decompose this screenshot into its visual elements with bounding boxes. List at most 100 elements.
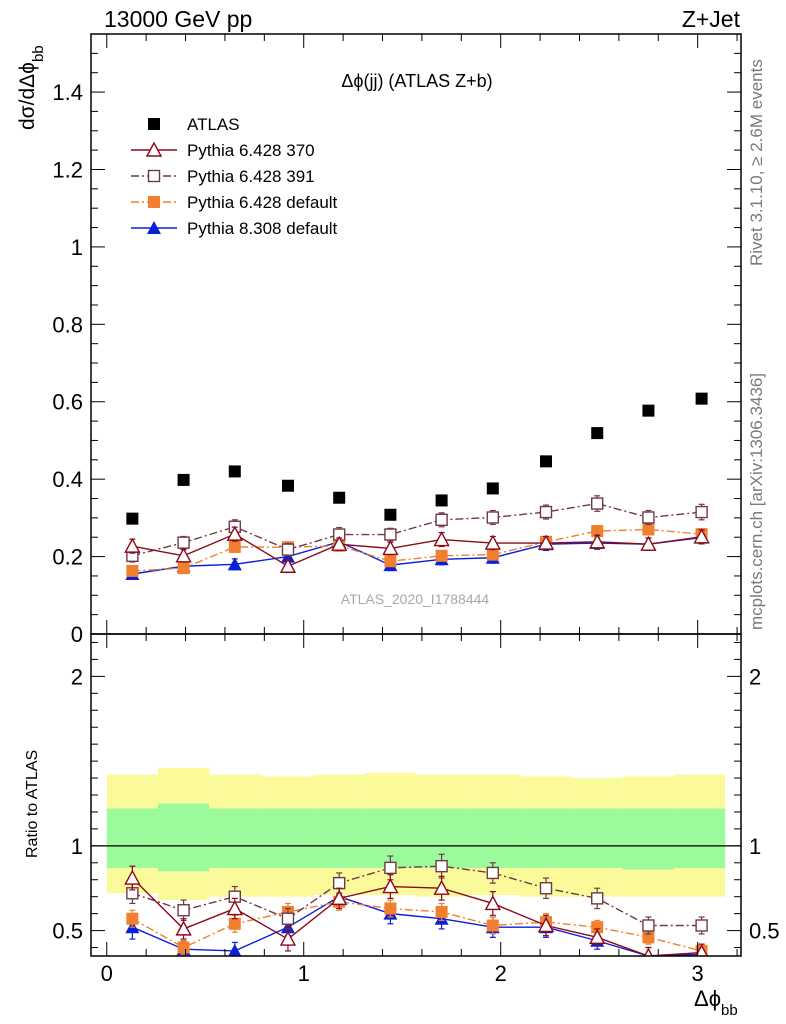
data-point — [228, 917, 241, 930]
data-point — [642, 404, 655, 417]
legend-label: Pythia 6.428 370 — [187, 141, 315, 160]
data-point — [331, 889, 348, 906]
y-tick-label: 0.4 — [52, 467, 83, 492]
series-line-0 — [131, 877, 702, 956]
legend-item-2: Pythia 6.428 391 — [131, 167, 315, 186]
data-point — [124, 869, 141, 885]
main-panel: 0 0.2 0.4 0.6 0.8 1 1.2 1.4 Δϕ(jj) (ATLAS Z+b) AT… — [16, 33, 742, 647]
data-point — [589, 928, 606, 945]
data-point — [228, 540, 241, 553]
y-tick-label: 0.6 — [52, 390, 83, 415]
data-point — [281, 912, 295, 925]
header-left: 13000 GeV pp — [104, 6, 253, 32]
data-point — [537, 917, 555, 933]
data-point — [279, 557, 297, 573]
data-point — [435, 859, 448, 873]
data-point — [642, 523, 655, 536]
y-axis-label-main: dσ/dΔϕ — [16, 62, 39, 130]
data-point — [486, 548, 499, 561]
data-point — [279, 930, 297, 946]
x-tick-label: 3 — [692, 961, 704, 986]
data-point — [126, 512, 139, 525]
uncertainty-band-inner — [571, 808, 623, 868]
y-tick-label: 0.2 — [52, 545, 83, 570]
uncertainty-band-inner — [622, 808, 675, 870]
data-point — [486, 482, 499, 495]
legend-label: Pythia 6.428 default — [187, 193, 338, 212]
legend-label: Pythia 8.308 default — [187, 219, 338, 238]
data-point — [126, 912, 139, 925]
series-2 — [126, 495, 708, 563]
ratio-content — [91, 767, 741, 956]
chart-title: Δϕ(jj) (ATLAS Z+b) — [341, 71, 492, 91]
y-tick-label-right: 1 — [749, 834, 761, 859]
ratio-y-axis-label: Ratio to ATLAS — [24, 750, 41, 858]
data-point — [332, 876, 346, 890]
legend-marker — [148, 196, 160, 208]
data-point — [695, 392, 708, 405]
data-point — [226, 525, 243, 541]
legend-label: ATLAS — [187, 115, 240, 134]
data-point — [175, 920, 192, 936]
x-tick-label: 1 — [298, 961, 310, 986]
series-line-2 — [132, 502, 702, 557]
series-3 — [125, 885, 707, 956]
data-point — [228, 465, 241, 478]
y-tick-label: 0.5 — [52, 919, 83, 944]
ratio-panel: 0.5 0.5 1 1 2 2 0 1 2 3 Ratio to ATLAS Δϕbb — [24, 633, 780, 1019]
data-point — [642, 511, 655, 524]
data-point — [281, 479, 294, 492]
uncertainty-band-inner — [467, 808, 521, 868]
series-line-3 — [132, 895, 702, 956]
data-point — [537, 534, 555, 550]
x-axis-label: Δϕbb — [694, 986, 738, 1019]
uncertainty-band-inner — [674, 808, 726, 868]
uncertainty-band-inner — [520, 808, 572, 868]
data-point — [331, 535, 348, 551]
data-point — [484, 534, 501, 550]
legend-marker — [148, 118, 160, 130]
data-point — [591, 892, 604, 905]
data-point — [384, 528, 397, 541]
legend-item-3: Pythia 6.428 default — [131, 193, 338, 212]
uncertainty-band-inner — [157, 803, 210, 872]
legend-item-0: ATLAS — [148, 115, 240, 134]
series-0 — [126, 392, 708, 525]
data-point — [435, 513, 448, 527]
data-point — [281, 543, 295, 556]
y-axis-label-sub: bb — [30, 45, 47, 62]
watermark: ATLAS_2020_I1788444 — [341, 591, 490, 607]
uncertainty-band-inner — [106, 808, 158, 868]
uncertainty-band-inner — [262, 808, 314, 868]
uncertainty-band-inner — [209, 808, 263, 868]
data-point — [540, 455, 552, 468]
y-tick-label-right: 2 — [749, 664, 761, 689]
series-line-4 — [132, 536, 702, 575]
data-point — [177, 904, 190, 917]
data-point — [124, 537, 141, 553]
series-3 — [126, 523, 708, 577]
data-point — [486, 511, 500, 524]
data-point — [591, 921, 604, 934]
y-tick-label-right: 0.5 — [749, 919, 780, 944]
x-tick-label: 2 — [495, 961, 507, 986]
data-point — [333, 491, 346, 504]
data-point — [539, 882, 553, 895]
legend-item-4: Pythia 8.308 default — [131, 219, 338, 238]
data-point — [435, 549, 448, 562]
data-point — [486, 919, 499, 932]
series-line-3 — [132, 528, 702, 572]
data-point — [435, 494, 448, 507]
series-0 — [124, 865, 708, 956]
header-right: Z+Jet — [681, 6, 740, 32]
data-point — [591, 525, 604, 538]
y-tick-label: 1 — [71, 834, 83, 859]
x-tick-label: 0 — [101, 961, 113, 986]
uncertainty-band-inner — [313, 808, 365, 868]
data-point — [177, 562, 190, 575]
data-point — [484, 894, 501, 911]
data-point — [693, 528, 710, 544]
series-line-1 — [132, 865, 702, 927]
data-point — [435, 905, 448, 918]
legend: ATLAS Pythia 6.428 370 Pythia 6.428 391 Pyt… — [131, 115, 338, 238]
